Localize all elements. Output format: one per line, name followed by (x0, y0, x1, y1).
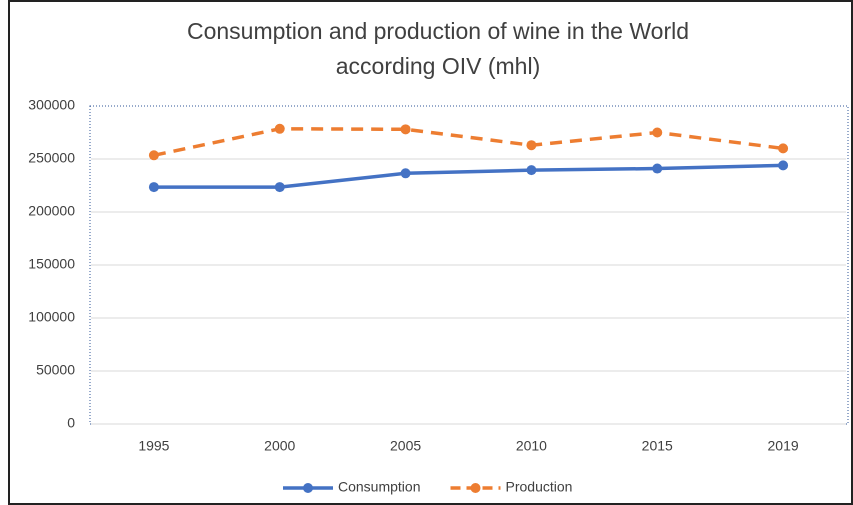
x-tick-label: 2000 (264, 438, 295, 454)
x-tick-label: 2019 (768, 438, 799, 454)
chart-title: according OIV (mhl) (336, 53, 541, 79)
legend-marker (470, 483, 481, 493)
data-point (274, 182, 285, 193)
legend-label: Consumption (338, 479, 421, 495)
chart-frame (8, 0, 853, 505)
data-point (778, 143, 789, 154)
x-tick-label: 1995 (138, 438, 169, 454)
series-line (153, 163, 784, 189)
data-point (652, 127, 663, 138)
legend-marker (303, 483, 313, 493)
y-tick-label: 250000 (28, 150, 75, 166)
x-tick-label: 2005 (390, 438, 421, 454)
data-point (148, 182, 159, 193)
data-point (148, 150, 159, 161)
y-tick-label: 150000 (28, 256, 75, 272)
data-point (400, 124, 411, 135)
y-tick-label: 100000 (28, 309, 75, 325)
legend-label: Production (506, 479, 573, 495)
data-point (526, 140, 537, 151)
y-tick-label: 300000 (28, 97, 75, 113)
y-tick-label: 0 (67, 415, 75, 431)
chart-title: Consumption and production of wine in th… (187, 18, 689, 44)
x-tick-label: 2010 (516, 438, 547, 454)
data-point (400, 168, 411, 179)
data-point (778, 160, 789, 171)
y-tick-label: 200000 (28, 203, 75, 219)
series-line (153, 127, 784, 158)
x-tick-label: 2015 (642, 438, 673, 454)
y-tick-label: 50000 (36, 362, 75, 378)
data-point (652, 163, 663, 174)
data-point (274, 123, 285, 134)
data-point (526, 165, 537, 176)
